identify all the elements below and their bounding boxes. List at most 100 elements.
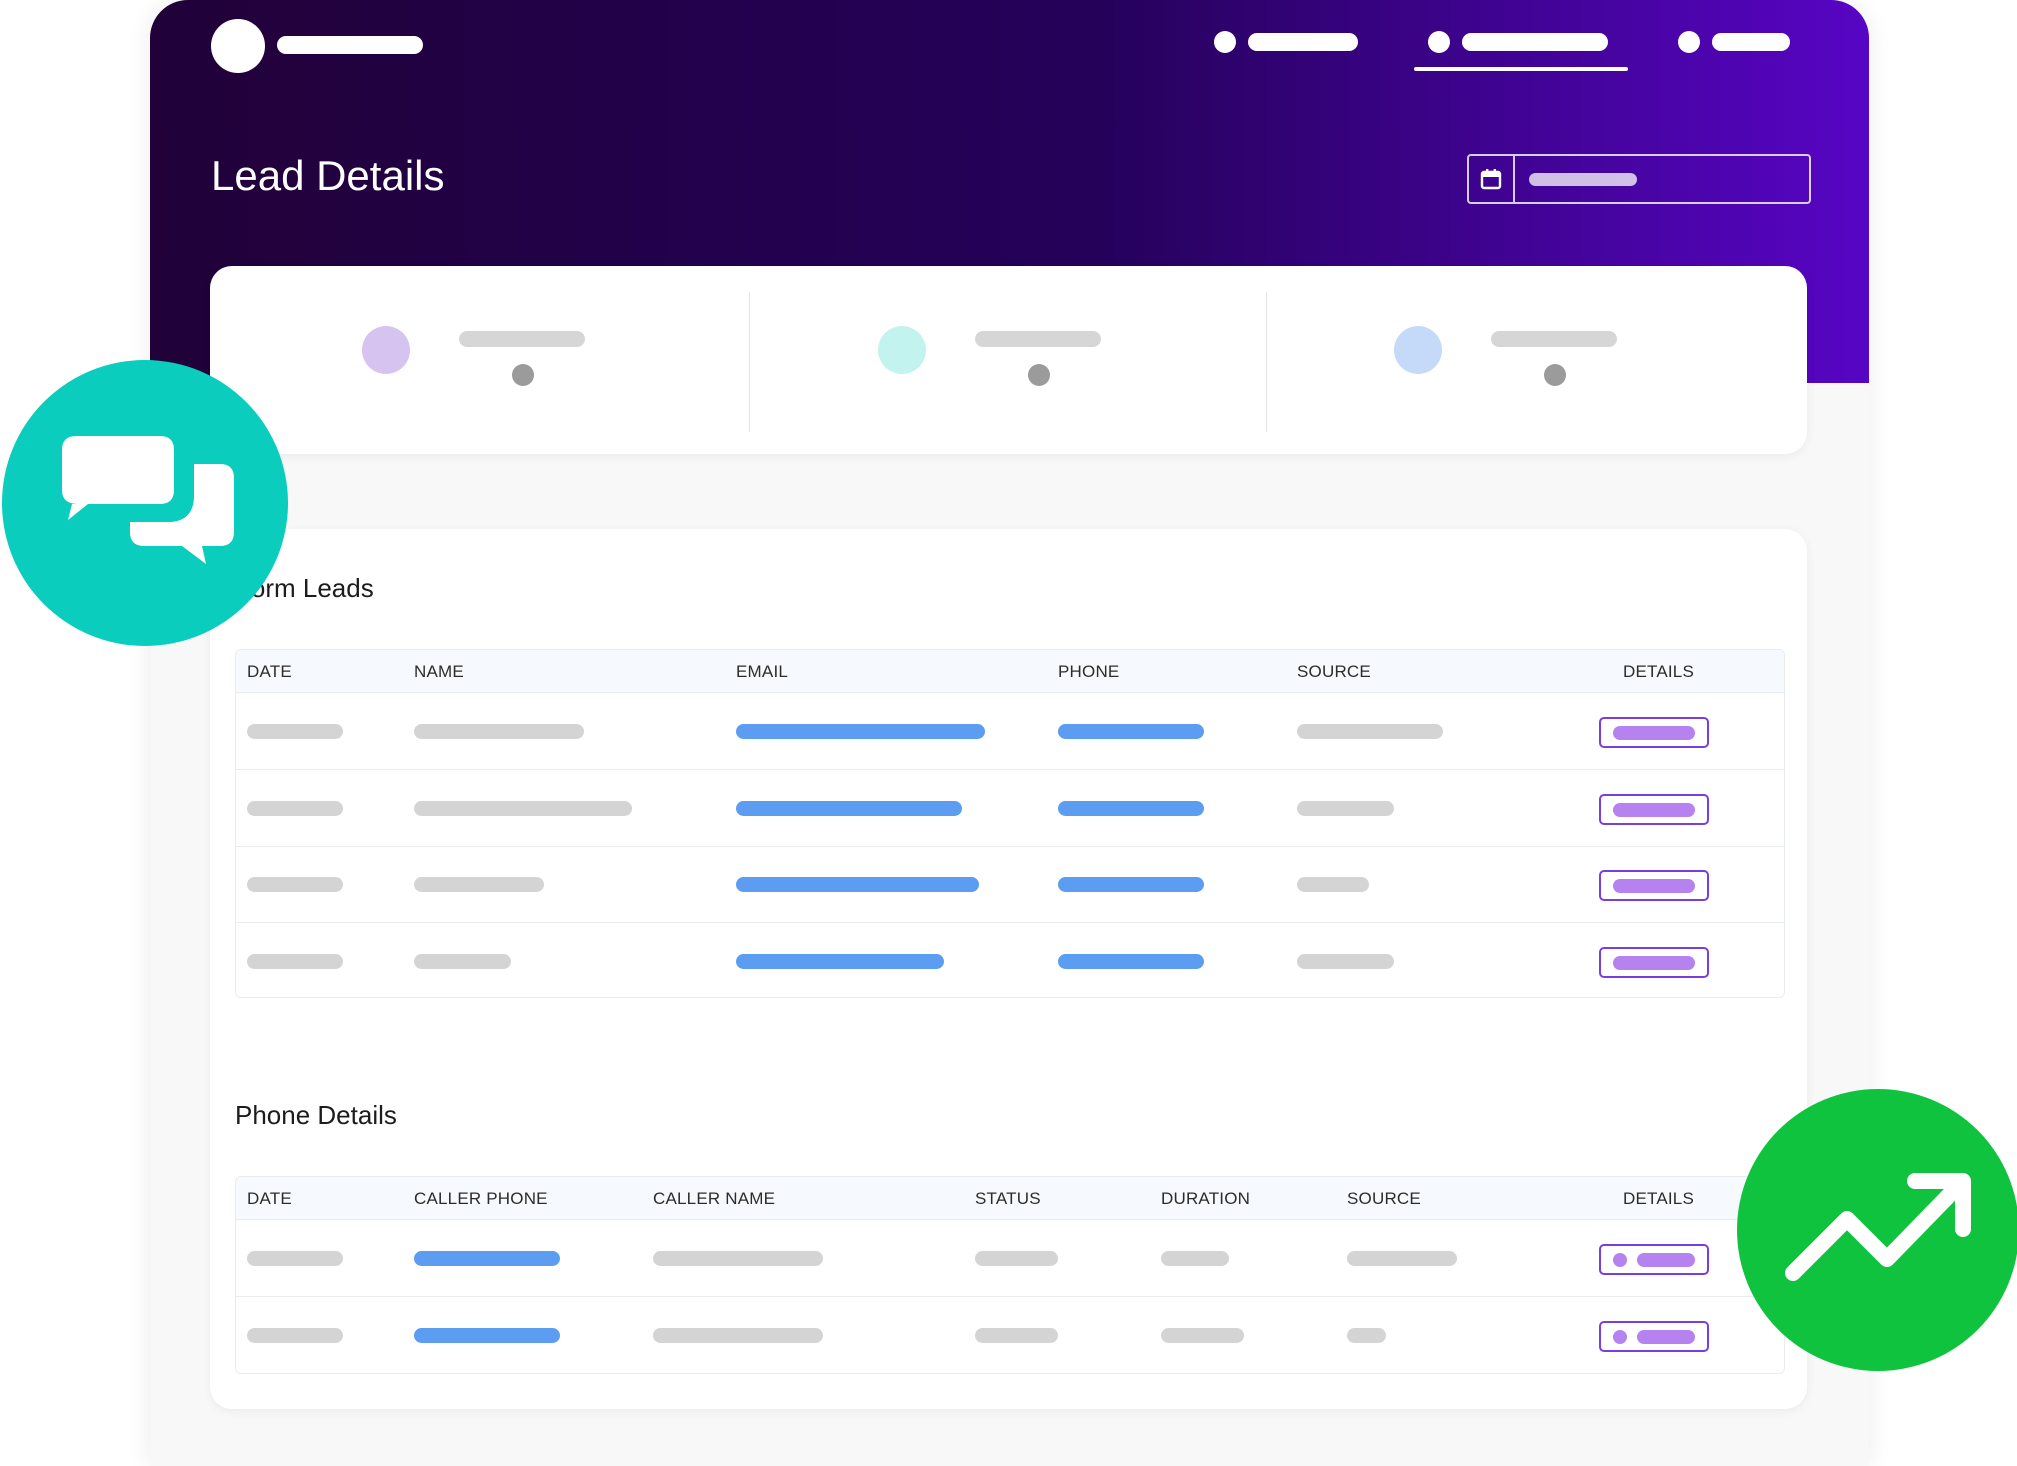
- stat-item-1: [210, 266, 726, 454]
- stat-item-3: [1242, 266, 1758, 454]
- stat-item-2: [726, 266, 1242, 454]
- column-header-source[interactable]: SOURCE: [1297, 662, 1371, 681]
- table-row: [236, 923, 1784, 997]
- name-cell-placeholder: [414, 954, 511, 969]
- date-cell-placeholder: [247, 801, 343, 816]
- email-link-placeholder[interactable]: [736, 954, 944, 969]
- stat-value-placeholder: [512, 364, 534, 386]
- logo-icon[interactable]: [211, 19, 265, 73]
- table-row: [236, 770, 1784, 847]
- source-cell-placeholder: [1297, 724, 1443, 739]
- email-link-placeholder[interactable]: [736, 877, 979, 892]
- source-cell-placeholder: [1297, 877, 1369, 892]
- chat-badge: [2, 360, 288, 646]
- phone-link-placeholder[interactable]: [1058, 801, 1204, 816]
- form-leads-table: DATE NAME EMAIL PHONE SOURCE DETAILS: [235, 649, 1785, 998]
- duration-cell-placeholder: [1161, 1251, 1229, 1266]
- column-header-duration[interactable]: DURATION: [1161, 1189, 1251, 1208]
- stat-label-placeholder: [1491, 331, 1617, 347]
- caller-name-cell-placeholder: [653, 1328, 823, 1343]
- column-header-date[interactable]: DATE: [247, 662, 292, 681]
- phone-details-title: Phone Details: [235, 1100, 397, 1130]
- table-row: [236, 1220, 1784, 1297]
- stat-icon: [362, 326, 410, 374]
- phone-details-table: DATE CALLER PHONE CALLER NAME STATUS DUR…: [235, 1176, 1785, 1374]
- chat-bubbles-icon: [62, 436, 234, 564]
- source-cell-placeholder: [1297, 801, 1394, 816]
- column-header-caller-phone[interactable]: CALLER PHONE: [414, 1189, 548, 1208]
- leads-card: Form Leads DATE NAME EMAIL PHONE SOURCE …: [210, 529, 1807, 1409]
- nav-item-label-placeholder: [1712, 33, 1790, 51]
- phone-link-placeholder[interactable]: [1058, 877, 1204, 892]
- nav-item-label-placeholder: [1248, 33, 1358, 51]
- column-header-date[interactable]: DATE: [247, 1189, 292, 1208]
- column-header-phone[interactable]: PHONE: [1058, 662, 1120, 681]
- column-header-details[interactable]: DETAILS: [1623, 662, 1694, 681]
- logo-text-placeholder: [277, 36, 423, 54]
- name-cell-placeholder: [414, 724, 584, 739]
- table-header: DATE NAME EMAIL PHONE SOURCE DETAILS: [236, 650, 1784, 693]
- column-header-status[interactable]: STATUS: [975, 1189, 1041, 1208]
- name-cell-placeholder: [414, 801, 632, 816]
- column-header-name[interactable]: NAME: [414, 662, 464, 681]
- source-cell-placeholder: [1347, 1251, 1457, 1266]
- nav-item-icon: [1428, 31, 1450, 53]
- stats-card: [210, 266, 1807, 454]
- status-cell-placeholder: [975, 1251, 1058, 1266]
- details-button[interactable]: [1599, 947, 1709, 978]
- stat-label-placeholder: [975, 331, 1101, 347]
- nav-item-icon: [1214, 31, 1236, 53]
- details-play-button[interactable]: [1599, 1321, 1709, 1352]
- table-row: [236, 693, 1784, 770]
- caller-phone-link-placeholder[interactable]: [414, 1328, 560, 1343]
- details-button-label-placeholder: [1613, 956, 1695, 970]
- date-cell-placeholder: [247, 724, 343, 739]
- phone-link-placeholder[interactable]: [1058, 724, 1204, 739]
- stat-label-placeholder: [459, 331, 585, 347]
- date-cell-placeholder: [247, 877, 343, 892]
- nav-item-icon: [1678, 31, 1700, 53]
- column-header-source[interactable]: SOURCE: [1347, 1189, 1421, 1208]
- details-button[interactable]: [1599, 717, 1709, 748]
- phone-link-placeholder[interactable]: [1058, 954, 1204, 969]
- details-button-label-placeholder: [1637, 1330, 1695, 1344]
- play-icon: [1613, 1253, 1627, 1267]
- page-title: Lead Details: [211, 152, 445, 199]
- nav-active-indicator: [1414, 67, 1628, 71]
- calendar-icon[interactable]: [1469, 156, 1515, 202]
- source-cell-placeholder: [1347, 1328, 1386, 1343]
- caller-name-cell-placeholder: [653, 1251, 823, 1266]
- table-row: [236, 1297, 1784, 1373]
- stat-icon: [878, 326, 926, 374]
- trending-up-icon: [1785, 1173, 1971, 1281]
- date-range-picker[interactable]: [1467, 154, 1811, 204]
- caller-phone-link-placeholder[interactable]: [414, 1251, 560, 1266]
- stat-value-placeholder: [1544, 364, 1566, 386]
- details-button-label-placeholder: [1637, 1253, 1695, 1267]
- details-button-label-placeholder: [1613, 803, 1695, 817]
- column-header-caller-name[interactable]: CALLER NAME: [653, 1189, 776, 1208]
- stat-icon: [1394, 326, 1442, 374]
- email-link-placeholder[interactable]: [736, 801, 962, 816]
- details-button-label-placeholder: [1613, 879, 1695, 893]
- date-range-value-placeholder: [1529, 173, 1637, 186]
- column-header-email[interactable]: EMAIL: [736, 662, 789, 681]
- duration-cell-placeholder: [1161, 1328, 1244, 1343]
- details-button[interactable]: [1599, 794, 1709, 825]
- date-cell-placeholder: [247, 954, 343, 969]
- email-link-placeholder[interactable]: [736, 724, 985, 739]
- date-cell-placeholder: [247, 1328, 343, 1343]
- details-button[interactable]: [1599, 870, 1709, 901]
- source-cell-placeholder: [1297, 954, 1394, 969]
- date-cell-placeholder: [247, 1251, 343, 1266]
- stat-value-placeholder: [1028, 364, 1050, 386]
- trend-badge: [1737, 1089, 2017, 1371]
- table-header: DATE CALLER PHONE CALLER NAME STATUS DUR…: [236, 1177, 1784, 1220]
- table-row: [236, 846, 1784, 923]
- status-cell-placeholder: [975, 1328, 1058, 1343]
- details-play-button[interactable]: [1599, 1244, 1709, 1275]
- details-button-label-placeholder: [1613, 726, 1695, 740]
- column-header-details[interactable]: DETAILS: [1623, 1189, 1694, 1208]
- play-icon: [1613, 1330, 1627, 1344]
- stat-divider: [1266, 292, 1267, 432]
